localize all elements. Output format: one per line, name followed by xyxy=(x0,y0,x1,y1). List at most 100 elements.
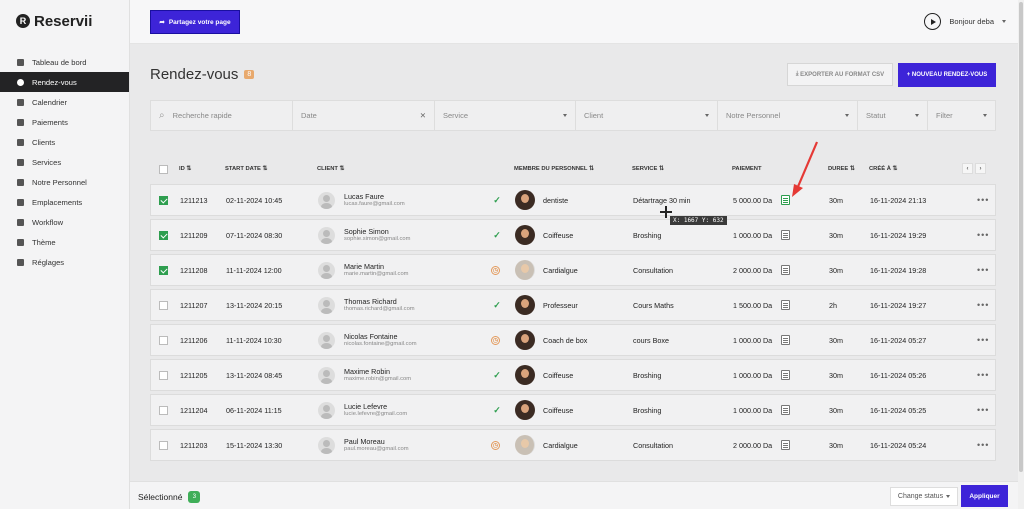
col-created[interactable]: CRÉÉ À ⇅ xyxy=(869,166,898,172)
checkmark-icon[interactable]: ✓ xyxy=(493,404,501,415)
client-cell[interactable]: Nicolas Fontaine nicolas.fontaine@gmail.… xyxy=(318,325,417,355)
clear-icon[interactable]: ✕ xyxy=(419,111,426,120)
col-staff[interactable]: MEMBRE DU PERSONNEL ⇅ xyxy=(514,166,594,172)
service-placeholder: Service xyxy=(443,111,469,120)
sidebar-item-paiements[interactable]: Paiements xyxy=(0,112,129,132)
row-checkbox[interactable] xyxy=(159,440,168,450)
status-filter[interactable]: Statut xyxy=(858,101,928,130)
client-cell[interactable]: Thomas Richard thomas.richard@gmail.com xyxy=(318,290,415,320)
more-options-icon[interactable]: ••• xyxy=(977,265,990,275)
logo[interactable]: R Reservii xyxy=(0,0,129,42)
search-input[interactable]: ⌕ Recherche rapide xyxy=(151,101,293,130)
col-service[interactable]: SERVICE ⇅ xyxy=(632,166,664,172)
change-status-select[interactable]: Change status xyxy=(890,487,958,506)
more-options-icon[interactable]: ••• xyxy=(977,300,990,310)
client-name: Paul Moreau xyxy=(344,436,385,446)
table-row[interactable]: 1211206 11-11-2024 10:30 Nicolas Fontain… xyxy=(150,324,996,356)
more-options-icon[interactable]: ••• xyxy=(977,195,990,205)
new-appointment-button[interactable]: + NOUVEAU RENDEZ-VOUS xyxy=(898,63,996,87)
row-checkbox[interactable] xyxy=(159,195,168,205)
sidebar-item-workflow[interactable]: Workflow xyxy=(0,212,129,232)
row-duration: 30m xyxy=(829,265,843,275)
staff-filter[interactable]: Notre Personnel xyxy=(718,101,858,130)
col-id[interactable]: ID ⇅ xyxy=(179,166,192,172)
table-row[interactable]: 1211203 15-11-2024 13:30 Paul Moreau pau… xyxy=(150,429,996,461)
invoice-icon[interactable] xyxy=(781,230,791,240)
row-checkbox[interactable] xyxy=(159,370,168,380)
more-options-icon[interactable]: ••• xyxy=(977,370,990,380)
staff-cell: Professeur xyxy=(515,290,578,320)
checkmark-icon[interactable]: ✓ xyxy=(493,299,501,310)
calendar-icon xyxy=(16,98,25,107)
clock-icon[interactable]: ◷ xyxy=(491,335,500,345)
more-options-icon[interactable]: ••• xyxy=(977,230,990,240)
invoice-icon[interactable] xyxy=(781,195,791,205)
client-cell[interactable]: Lucas Faure lucas.faure@gmail.com xyxy=(318,185,405,215)
share-label: Partagez votre page xyxy=(168,18,231,26)
clock-icon[interactable]: ◷ xyxy=(491,265,500,275)
row-checkbox[interactable] xyxy=(159,230,168,240)
sidebar-item-services[interactable]: Services xyxy=(0,152,129,172)
sidebar-item-tableau-de-bord[interactable]: Tableau de bord xyxy=(0,52,129,72)
client-cell[interactable]: Lucie Lefevre lucie.lefevre@gmail.com xyxy=(318,395,407,425)
row-checkbox[interactable] xyxy=(159,335,168,345)
user-menu[interactable]: Bonjour deba xyxy=(924,13,1006,30)
invoice-icon[interactable] xyxy=(781,335,791,345)
client-email: lucie.lefevre@gmail.com xyxy=(344,410,408,417)
invoice-icon[interactable] xyxy=(781,440,791,450)
share-page-button[interactable]: ➦ Partagez votre page xyxy=(150,10,240,34)
sidebar-item-label: Thème xyxy=(32,237,56,247)
sidebar-item-emplacements[interactable]: Emplacements xyxy=(0,192,129,212)
service-filter[interactable]: Service xyxy=(435,101,576,130)
table-row[interactable]: 1211209 07-11-2024 08:30 Sophie Simon so… xyxy=(150,219,996,251)
client-cell[interactable]: Maxime Robin maxime.robin@gmail.com xyxy=(318,360,411,390)
sidebar-item-clients[interactable]: Clients xyxy=(0,132,129,152)
client-cell[interactable]: Paul Moreau paul.moreau@gmail.com xyxy=(318,430,409,460)
col-payment[interactable]: PAIEMENT xyxy=(732,166,762,172)
row-start-date: 15-11-2024 13:30 xyxy=(226,440,283,450)
row-start-date: 13-11-2024 08:45 xyxy=(226,370,283,380)
sidebar-item-calendrier[interactable]: Calendrier xyxy=(0,92,129,112)
invoice-icon[interactable] xyxy=(781,265,791,275)
more-options-icon[interactable]: ••• xyxy=(977,335,990,345)
more-options-icon[interactable]: ••• xyxy=(977,405,990,415)
row-checkbox[interactable] xyxy=(159,300,168,310)
invoice-icon[interactable] xyxy=(781,370,791,380)
row-duration: 30m xyxy=(829,440,843,450)
select-all-checkbox[interactable] xyxy=(159,165,168,174)
col-start-date[interactable]: START DATE ⇅ xyxy=(225,166,268,172)
invoice-icon[interactable] xyxy=(781,300,791,310)
apply-button[interactable]: Appliquer xyxy=(961,485,1008,507)
checkmark-icon[interactable]: ✓ xyxy=(493,194,501,205)
checkmark-icon[interactable]: ✓ xyxy=(493,369,501,380)
sidebar-item-rendez-vous[interactable]: Rendez-vous xyxy=(0,72,129,92)
more-options-icon[interactable]: ••• xyxy=(977,440,990,450)
invoice-icon[interactable] xyxy=(781,405,791,415)
chevron-right-icon[interactable]: › xyxy=(975,163,986,174)
sidebar-item-r-glages[interactable]: Réglages xyxy=(0,252,129,272)
row-checkbox[interactable] xyxy=(159,265,168,275)
client-cell[interactable]: Marie Martin marie.martin@gmail.com xyxy=(318,255,409,285)
clock-icon[interactable]: ◷ xyxy=(491,440,500,450)
row-checkbox[interactable] xyxy=(159,405,168,415)
chevron-down-icon xyxy=(563,114,567,117)
table-row[interactable]: 1211207 13-11-2024 20:15 Thomas Richard … xyxy=(150,289,996,321)
client-filter[interactable]: Client xyxy=(576,101,718,130)
sidebar-item-notre-personnel[interactable]: Notre Personnel xyxy=(0,172,129,192)
row-payment: 1 000.00 Da xyxy=(733,405,773,415)
col-duration[interactable]: DUREE ⇅ xyxy=(828,166,855,172)
sidebar-item-th-me[interactable]: Thème xyxy=(0,232,129,252)
col-client[interactable]: CLIENT ⇅ xyxy=(317,166,345,172)
date-filter[interactable]: Date ✕ xyxy=(293,101,435,130)
export-csv-button[interactable]: ⤓ EXPORTER AU FORMAT CSV xyxy=(787,63,893,86)
scrollbar[interactable] xyxy=(1018,0,1024,509)
client-cell[interactable]: Sophie Simon sophie.simon@gmail.com xyxy=(318,220,410,250)
chevron-left-icon[interactable]: ‹ xyxy=(962,163,973,174)
table-row[interactable]: 1211204 06-11-2024 11:15 Lucie Lefevre l… xyxy=(150,394,996,426)
table-row[interactable]: 1211205 13-11-2024 08:45 Maxime Robin ma… xyxy=(150,359,996,391)
table-row[interactable]: 1211213 02-11-2024 10:45 Lucas Faure luc… xyxy=(150,184,996,216)
sidebar-item-label: Workflow xyxy=(32,217,64,227)
filter-dropdown[interactable]: Filter xyxy=(928,101,995,130)
table-row[interactable]: 1211208 11-11-2024 12:00 Marie Martin ma… xyxy=(150,254,996,286)
checkmark-icon[interactable]: ✓ xyxy=(493,229,501,240)
